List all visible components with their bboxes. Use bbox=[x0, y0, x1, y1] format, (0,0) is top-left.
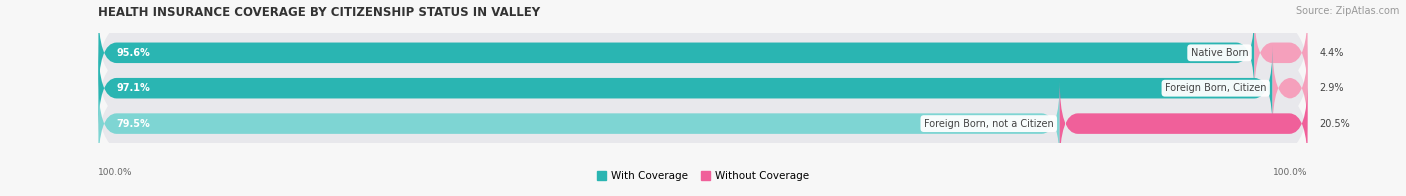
Text: Foreign Born, not a Citizen: Foreign Born, not a Citizen bbox=[924, 119, 1053, 129]
Text: 79.5%: 79.5% bbox=[117, 119, 150, 129]
FancyBboxPatch shape bbox=[1254, 10, 1308, 96]
Text: 4.4%: 4.4% bbox=[1320, 48, 1344, 58]
FancyBboxPatch shape bbox=[93, 0, 1313, 129]
Text: 100.0%: 100.0% bbox=[98, 168, 134, 177]
FancyBboxPatch shape bbox=[98, 81, 1060, 166]
FancyBboxPatch shape bbox=[98, 45, 1272, 131]
FancyBboxPatch shape bbox=[93, 12, 1313, 164]
Text: 95.6%: 95.6% bbox=[117, 48, 150, 58]
FancyBboxPatch shape bbox=[1060, 81, 1308, 166]
FancyBboxPatch shape bbox=[98, 10, 1254, 96]
Text: 2.9%: 2.9% bbox=[1320, 83, 1344, 93]
Text: Foreign Born, Citizen: Foreign Born, Citizen bbox=[1166, 83, 1267, 93]
Text: 20.5%: 20.5% bbox=[1320, 119, 1350, 129]
Text: Native Born: Native Born bbox=[1191, 48, 1249, 58]
Text: 97.1%: 97.1% bbox=[117, 83, 150, 93]
Text: 100.0%: 100.0% bbox=[1272, 168, 1308, 177]
Text: HEALTH INSURANCE COVERAGE BY CITIZENSHIP STATUS IN VALLEY: HEALTH INSURANCE COVERAGE BY CITIZENSHIP… bbox=[98, 6, 540, 19]
Text: Source: ZipAtlas.com: Source: ZipAtlas.com bbox=[1295, 6, 1399, 16]
Legend: With Coverage, Without Coverage: With Coverage, Without Coverage bbox=[592, 167, 814, 186]
FancyBboxPatch shape bbox=[1272, 45, 1308, 131]
FancyBboxPatch shape bbox=[93, 48, 1313, 196]
